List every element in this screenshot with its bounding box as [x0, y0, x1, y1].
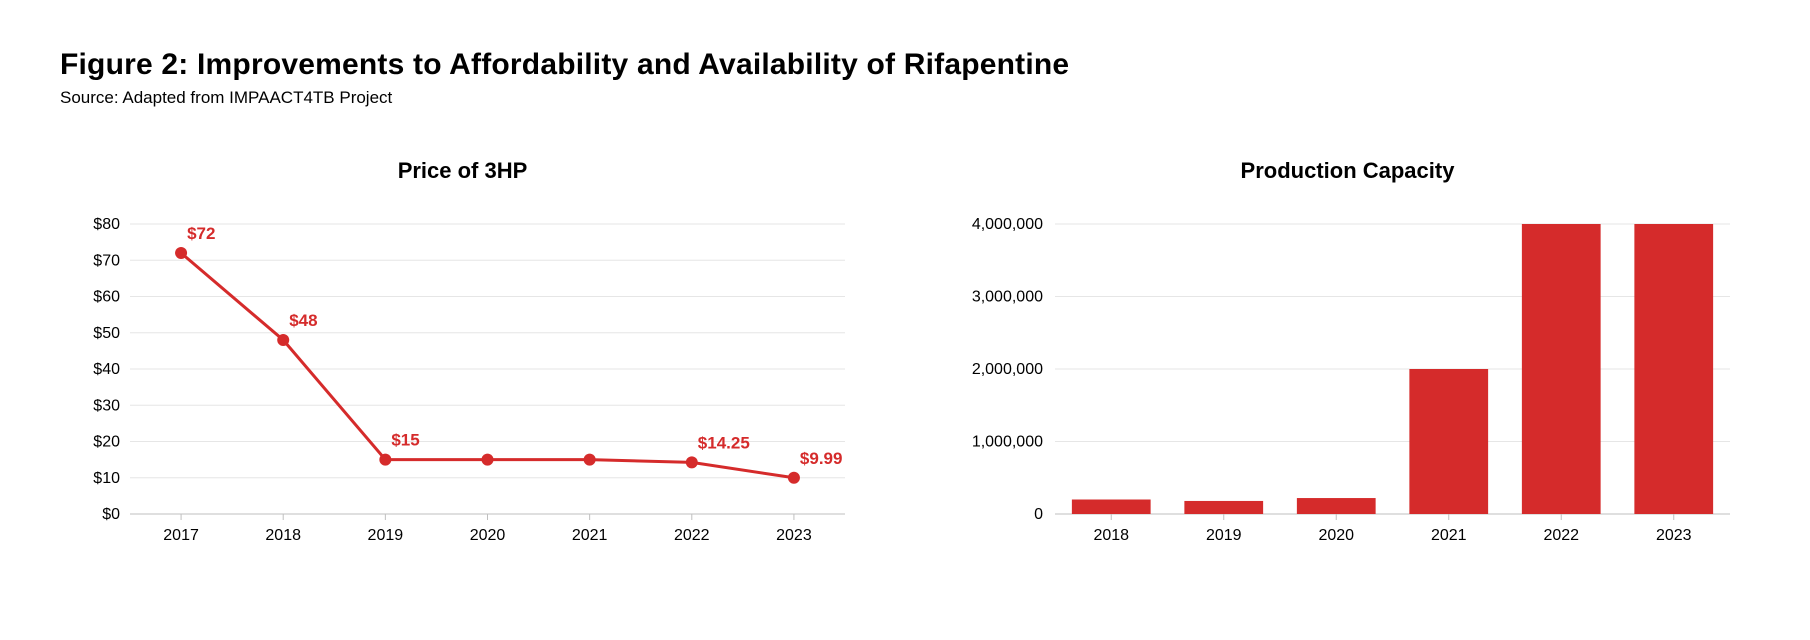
price-chart-panel: Price of 3HP $0 $10 $20 $30 $40 $50 $60 $70 $80 2… [60, 158, 865, 554]
figure-title: Figure 2: Improvements to Affordability … [60, 48, 1750, 82]
price-data-label: $48 [289, 311, 317, 330]
x-tick-label: 2020 [470, 527, 506, 544]
price-marker [788, 472, 800, 484]
price-marker [379, 454, 391, 466]
capacity-chart-panel: Production Capacity 0 1,000,000 2,000,000 3… [945, 158, 1750, 554]
price-marker [482, 454, 494, 466]
y-tick-label: $20 [93, 434, 120, 451]
y-tick-label: $80 [93, 216, 120, 233]
y-tick-label: $50 [93, 325, 120, 342]
y-tick-label: 2,000,000 [972, 361, 1043, 378]
figure-container: Figure 2: Improvements to Affordability … [0, 0, 1810, 640]
y-tick-label: 0 [1034, 506, 1043, 523]
x-tick-label: 2021 [572, 527, 608, 544]
charts-row: Price of 3HP $0 $10 $20 $30 $40 $50 $60 $70 $80 2… [60, 158, 1750, 554]
price-marker [175, 247, 187, 259]
price-marker [277, 334, 289, 346]
price-chart: $0 $10 $20 $30 $40 $50 $60 $70 $80 2017 2018 2019 20… [60, 194, 865, 554]
x-tick-label: 2022 [674, 527, 710, 544]
y-tick-label: $0 [102, 506, 120, 523]
price-data-label: $14.25 [698, 433, 750, 452]
x-tick-label: 2019 [1206, 527, 1242, 544]
price-chart-title: Price of 3HP [60, 158, 865, 184]
capacity-bar [1634, 224, 1713, 514]
capacity-chart: 0 1,000,000 2,000,000 3,000,000 4,000,000 201… [945, 194, 1750, 554]
y-tick-label: $10 [93, 470, 120, 487]
y-tick-label: $60 [93, 289, 120, 306]
price-data-label: $72 [187, 224, 215, 243]
capacity-bar [1522, 224, 1601, 514]
y-tick-label: $30 [93, 397, 120, 414]
y-tick-label: $70 [93, 252, 120, 269]
y-tick-label: 1,000,000 [972, 434, 1043, 451]
price-data-label: $15 [391, 431, 419, 450]
x-tick-label: 2023 [776, 527, 812, 544]
x-tick-label: 2020 [1318, 527, 1354, 544]
capacity-bar [1184, 501, 1263, 514]
capacity-bar [1409, 369, 1488, 514]
y-tick-label: 4,000,000 [972, 216, 1043, 233]
capacity-bar [1072, 500, 1151, 515]
price-marker [584, 454, 596, 466]
x-tick-label: 2018 [1093, 527, 1129, 544]
capacity-bar [1297, 498, 1376, 514]
x-tick-label: 2018 [265, 527, 301, 544]
price-marker [686, 456, 698, 468]
x-tick-label: 2023 [1656, 527, 1692, 544]
x-tick-label: 2021 [1431, 527, 1467, 544]
price-data-label: $9.99 [800, 449, 843, 468]
x-tick-label: 2017 [163, 527, 199, 544]
x-tick-label: 2019 [368, 527, 404, 544]
y-tick-label: 3,000,000 [972, 289, 1043, 306]
figure-source: Source: Adapted from IMPAACT4TB Project [60, 88, 1750, 108]
y-tick-label: $40 [93, 361, 120, 378]
x-tick-label: 2022 [1543, 527, 1579, 544]
capacity-chart-title: Production Capacity [945, 158, 1750, 184]
